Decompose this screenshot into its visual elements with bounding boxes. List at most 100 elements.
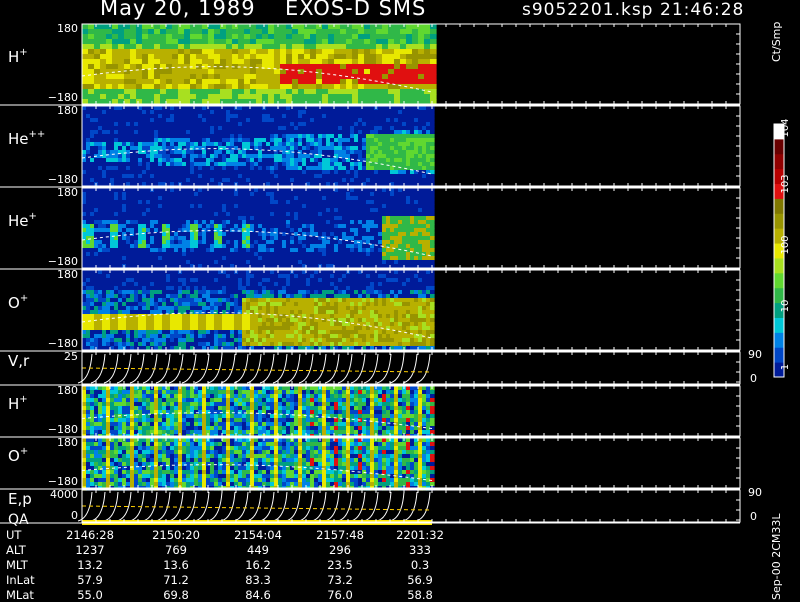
heatmap-cell: [238, 232, 243, 237]
heatmap-cell: [326, 200, 331, 205]
heatmap-cell: [90, 114, 95, 119]
heatmap-cell: [226, 118, 231, 123]
heatmap-cell: [298, 224, 303, 229]
heatmap-cell: [410, 146, 415, 151]
heatmap-cell: [406, 54, 413, 60]
heatmap-cell: [382, 64, 389, 70]
heatmap-cell: [198, 122, 203, 127]
heatmap-cell: [130, 212, 135, 217]
heatmap-cell: [254, 130, 259, 135]
heatmap-cell: [86, 134, 91, 139]
heatmap-cell: [154, 138, 159, 143]
heatmap-cell: [82, 196, 87, 201]
heatmap-cell: [82, 204, 87, 209]
heatmap-cell: [182, 170, 187, 175]
heatmap-cell: [150, 216, 155, 221]
heatmap-cell: [278, 224, 283, 229]
heatmap-cell: [302, 224, 307, 229]
heatmap-cell: [174, 220, 179, 225]
heatmap-cell: [186, 208, 191, 213]
heatmap-cell: [146, 302, 151, 307]
heatmap-cell: [238, 236, 243, 241]
heatmap-cell: [406, 59, 413, 65]
heatmap-cell: [418, 44, 425, 50]
heatmap-cell: [242, 146, 247, 151]
heatmap-cell: [346, 126, 351, 131]
heatmap-cell: [362, 182, 367, 187]
heatmap-cell: [426, 216, 431, 221]
heatmap-cell: [258, 252, 263, 257]
heatmap-cell: [178, 39, 185, 45]
heatmap-cell: [130, 278, 135, 283]
heatmap-cell: [106, 106, 111, 111]
heatmap-cell: [88, 99, 95, 105]
heatmap-cell: [90, 306, 95, 311]
heatmap-cell: [154, 248, 159, 253]
heatmap-cell: [210, 212, 215, 217]
heatmap-cell: [274, 192, 279, 197]
heatmap-cell: [262, 89, 269, 95]
heatmap-cell: [90, 154, 95, 159]
heatmap-cell: [226, 188, 231, 193]
heatmap-cell: [98, 220, 103, 225]
heatmap-cell: [82, 114, 87, 119]
heatmap-cell: [310, 248, 315, 253]
heatmap-cell: [256, 89, 263, 95]
heatmap-cell: [402, 114, 407, 119]
heatmap-cell: [390, 122, 395, 127]
heatmap-cell: [118, 306, 123, 311]
heatmap-cell: [318, 162, 323, 167]
heatmap-cell: [406, 69, 413, 75]
heatmap-cell: [310, 252, 315, 257]
heatmap-cell: [378, 252, 383, 257]
heatmap-cell: [118, 290, 123, 295]
file-name: s9052201.ksp: [522, 0, 654, 20]
heatmap-cell: [280, 99, 287, 105]
heatmap-cell: [90, 170, 95, 175]
heatmap-cell: [314, 142, 319, 147]
heatmap-cell: [382, 182, 387, 187]
heatmap-cell: [106, 334, 111, 339]
heatmap-cell: [310, 130, 315, 135]
heatmap-cell: [370, 74, 377, 80]
heatmap-cell: [234, 142, 239, 147]
heatmap-cell: [222, 130, 227, 135]
heatmap-cell: [94, 326, 99, 331]
heatmap-cell: [94, 216, 99, 221]
heatmap-cell: [406, 142, 411, 147]
heatmap-cell: [82, 334, 87, 339]
heatmap-cell: [238, 248, 243, 253]
heatmap-cell: [322, 166, 327, 171]
heatmap-cell: [322, 182, 327, 187]
heatmap-cell: [222, 174, 227, 179]
heatmap-cell: [166, 220, 171, 225]
heatmap-cell: [290, 208, 295, 213]
heatmap-cell: [102, 126, 107, 131]
heatmap-cell: [166, 138, 171, 143]
heatmap-cell: [346, 252, 351, 257]
heatmap-cell: [214, 224, 219, 229]
heatmap-cell: [86, 192, 91, 197]
heatmap-cell: [126, 178, 131, 183]
heatmap-cell: [122, 212, 127, 217]
heatmap-cell: [126, 110, 131, 115]
heatmap-cell: [86, 286, 91, 291]
heatmap-cell: [202, 34, 209, 40]
heatmap-cell: [354, 110, 359, 115]
heatmap-cell: [246, 182, 251, 187]
heatmap-cell: [286, 212, 291, 217]
heatmap-cell: [346, 79, 353, 85]
heatmap-cell: [118, 232, 123, 237]
heatmap-cell: [90, 196, 95, 201]
heatmap-cell: [94, 338, 99, 343]
heatmap-cell: [278, 166, 283, 171]
heatmap-cell: [268, 54, 275, 60]
heatmap-cell: [202, 29, 209, 35]
heatmap-cell: [274, 89, 281, 95]
heatmap-cell: [230, 182, 235, 187]
heatmap-cell: [314, 264, 319, 269]
heatmap-cell: [302, 114, 307, 119]
heatmap-cell: [210, 192, 215, 197]
heatmap-cell: [194, 134, 199, 139]
heatmap-cell: [374, 134, 379, 139]
